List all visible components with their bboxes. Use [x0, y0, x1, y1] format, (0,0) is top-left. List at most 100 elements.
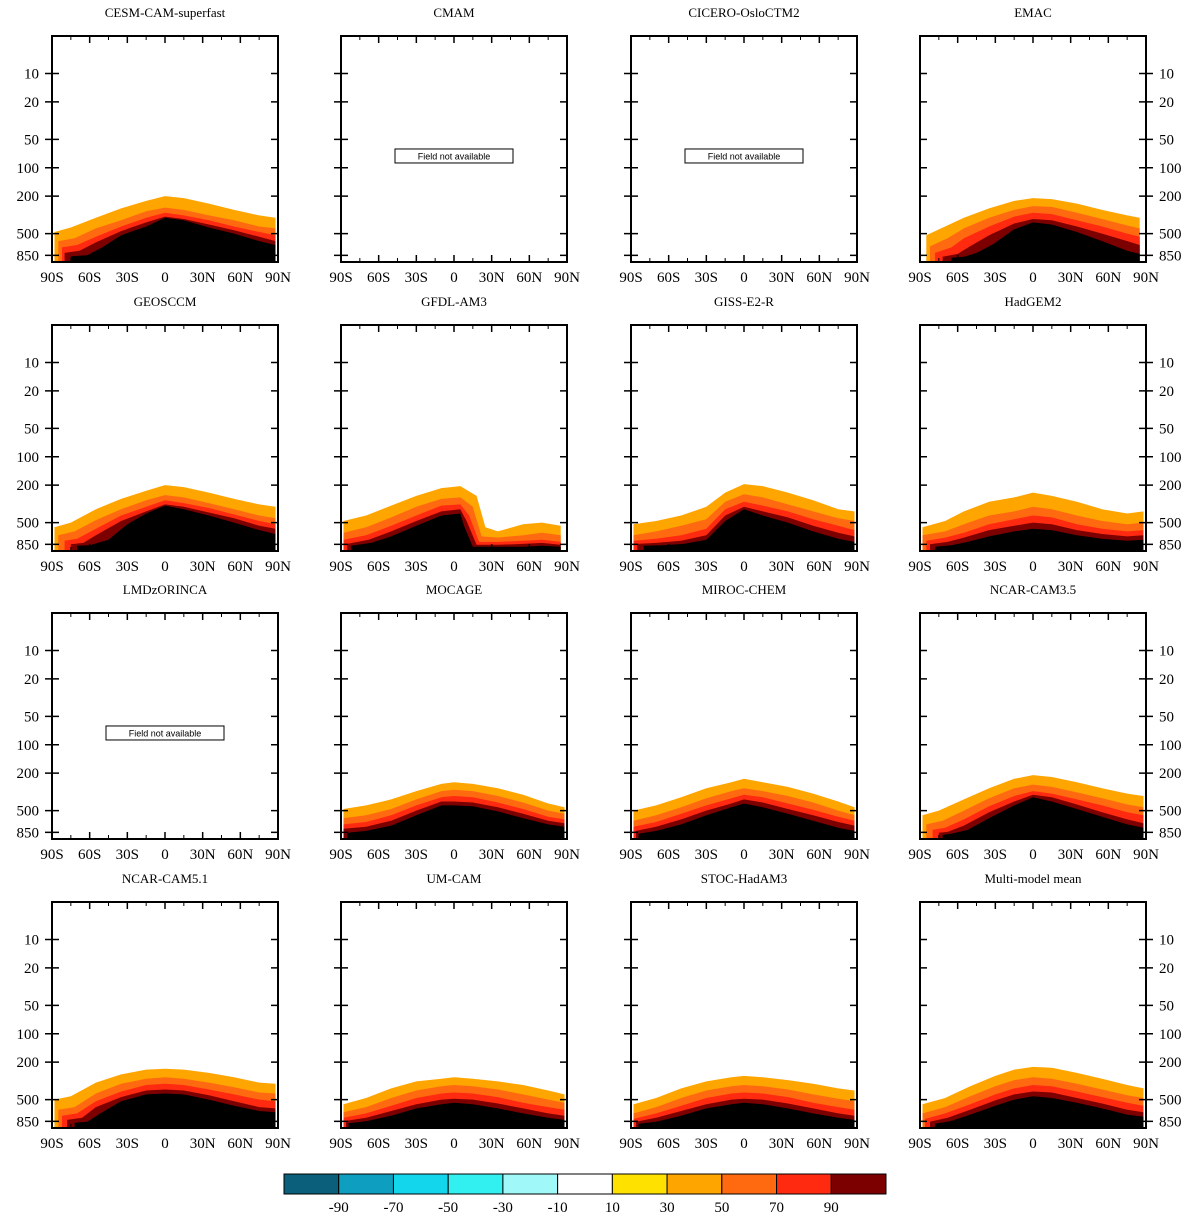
x-tick-label: 60N	[516, 1136, 542, 1152]
y-tick-label-right: 100	[1159, 450, 1182, 466]
panel-title: GEOSCCM	[134, 294, 197, 309]
x-tick-label: 60N	[227, 1136, 253, 1152]
x-tick-label: 90N	[554, 270, 580, 286]
x-tick-label: 90S	[40, 1136, 63, 1152]
x-tick-label: 30S	[405, 559, 428, 575]
x-tick-label: 90S	[619, 1136, 642, 1152]
panel-grid: CESM-CAM-superfast 90S 60S 30S 0 30N 60N 90N 10 2…	[17, 5, 1182, 1152]
x-tick-label: 30S	[116, 270, 139, 286]
contour-fills	[633, 1075, 855, 1128]
y-tick-label: 850	[17, 825, 40, 841]
axis-ticks	[334, 325, 568, 551]
panel-title: UM-CAM	[427, 871, 482, 886]
y-tick-label-right: 50	[1159, 998, 1174, 1014]
x-tick-label: 60N	[1095, 1136, 1121, 1152]
contour-fills	[922, 775, 1144, 839]
colorbar-label: -70	[383, 1200, 403, 1216]
y-tick-label-right: 20	[1159, 672, 1174, 688]
x-tick-label: 60N	[806, 1136, 832, 1152]
y-tick-label-right: 850	[1159, 537, 1182, 553]
contour-band-90	[348, 1102, 565, 1128]
contour-band-90	[951, 222, 1140, 262]
x-tick-label: 90S	[908, 270, 931, 286]
axis-ticks	[45, 902, 279, 1128]
x-tick-label: 30N	[190, 559, 216, 575]
x-tick-label: 60S	[657, 847, 680, 863]
x-tick-label: 30N	[769, 270, 795, 286]
x-tick-label: 60S	[946, 1136, 969, 1152]
x-tick-label: 60S	[946, 270, 969, 286]
x-tick-label: 0	[450, 847, 458, 863]
contour-fills	[922, 492, 1144, 551]
x-tick-label: 60N	[806, 847, 832, 863]
y-tick-label: 20	[24, 384, 39, 400]
y-tick-label: 500	[17, 516, 40, 532]
x-tick-label: 0	[740, 270, 748, 286]
x-tick-label: 0	[450, 559, 458, 575]
x-tick-label: 60N	[227, 847, 253, 863]
panel-cesm-cam-superfast: CESM-CAM-superfast 90S 60S 30S 0 30N 60N 90N 10 2…	[17, 5, 292, 286]
contour-fills	[54, 1068, 276, 1128]
y-tick-label-right: 10	[1159, 644, 1174, 660]
colorbar-swatch	[776, 1173, 832, 1195]
x-tick-label: 0	[450, 270, 458, 286]
y-tick-label: 20	[24, 961, 39, 977]
contour-band-90	[74, 1093, 276, 1128]
x-tick-label: 0	[161, 559, 169, 575]
y-tick-label: 50	[24, 998, 39, 1014]
panel-gfdl-am3: GFDL-AM3 90S 60S 30S 0 30N 60N 90N	[329, 294, 580, 575]
x-tick-label: 30S	[695, 847, 718, 863]
y-tick-label-right: 20	[1159, 961, 1174, 977]
x-tick-label: 60S	[946, 847, 969, 863]
x-tick-label: 30S	[984, 559, 1007, 575]
x-tick-label: 30S	[405, 847, 428, 863]
x-tick-label: 0	[740, 1136, 748, 1152]
x-tick-label: 30S	[695, 1136, 718, 1152]
panel-emac: EMAC 90S 60S 30S 0 30N 60N 90N 10 20 50 100 200 500 85…	[908, 5, 1181, 286]
x-tick-label: 0	[161, 270, 169, 286]
x-tick-label: 30S	[116, 1136, 139, 1152]
y-tick-label-right: 20	[1159, 384, 1174, 400]
x-tick-label: 30S	[984, 1136, 1007, 1152]
x-tick-label: 60S	[367, 1136, 390, 1152]
panel-multi-model-mean: Multi-model mean 90S 60S 30S 0 30N 60N 90N 10 20 5…	[908, 871, 1181, 1152]
contour-fills	[922, 1066, 1144, 1128]
colorbar-label: 30	[660, 1200, 675, 1216]
x-tick-label: 90N	[265, 847, 291, 863]
panel-geosccm: GEOSCCM 90S 60S 30S 0 30N 60N 90N 10 20 50 100 200 50…	[17, 294, 292, 575]
x-tick-label: 30N	[479, 1136, 505, 1152]
x-tick-label: 90N	[844, 847, 870, 863]
not-available-box	[105, 725, 225, 741]
x-tick-label: 90S	[908, 559, 931, 575]
panel-ncar-cam5-1: NCAR-CAM5.1 90S 60S 30S 0 30N 60N 90N 10 20 50 100 2…	[17, 871, 292, 1152]
panel-title: CMAM	[433, 5, 475, 20]
x-tick-label: 60N	[227, 270, 253, 286]
y-tick-label-right: 100	[1159, 161, 1182, 177]
colorbar-label: -30	[493, 1200, 513, 1216]
x-tick-label: 60S	[78, 270, 101, 286]
axis-ticks	[919, 902, 1153, 1128]
x-tick-label: 60S	[367, 270, 390, 286]
x-tick-label: 0	[1029, 847, 1037, 863]
y-tick-label: 200	[17, 189, 40, 205]
x-tick-label: 0	[161, 847, 169, 863]
y-tick-label: 50	[24, 709, 39, 725]
panel-title: Multi-model mean	[984, 871, 1082, 886]
x-tick-label: 60S	[657, 270, 680, 286]
colorbar-swatch	[611, 1173, 668, 1195]
contour-fills	[633, 484, 855, 551]
y-tick-label: 10	[24, 67, 39, 83]
axis-ticks	[919, 613, 1153, 839]
x-tick-label: 90S	[329, 270, 352, 286]
y-tick-label-right: 100	[1159, 738, 1182, 754]
x-tick-label: 60N	[516, 270, 542, 286]
axis-ticks	[334, 613, 568, 839]
x-tick-label: 90N	[1133, 270, 1159, 286]
x-tick-label: 90N	[844, 559, 870, 575]
contour-band-90	[643, 509, 855, 551]
x-tick-label: 60S	[367, 847, 390, 863]
y-tick-label-right: 10	[1159, 356, 1174, 372]
x-tick-label: 60S	[657, 559, 680, 575]
y-tick-label-right: 200	[1159, 766, 1182, 782]
